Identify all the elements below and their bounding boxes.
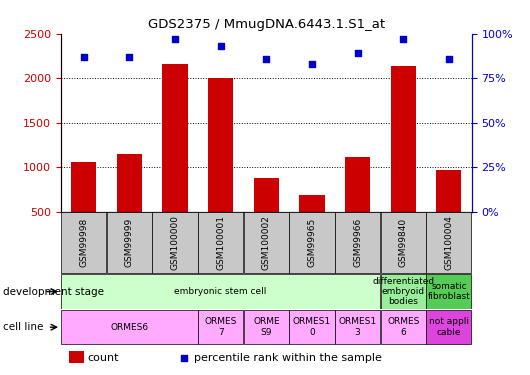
Bar: [69, 351, 84, 363]
Bar: [381, 310, 426, 344]
Point: [216, 43, 225, 49]
Text: GSM99840: GSM99840: [399, 218, 408, 267]
Point: [354, 50, 362, 56]
Text: percentile rank within the sample: percentile rank within the sample: [195, 353, 382, 363]
Text: ORMES
7: ORMES 7: [205, 318, 237, 337]
Text: not appli
cable: not appli cable: [429, 318, 469, 337]
Bar: [345, 157, 370, 212]
Bar: [289, 310, 334, 344]
Text: GSM100004: GSM100004: [444, 215, 453, 270]
Bar: [153, 213, 198, 273]
Text: development stage: development stage: [3, 286, 104, 297]
Text: GSM99966: GSM99966: [353, 218, 362, 267]
Point: [180, 355, 189, 361]
Bar: [381, 274, 426, 309]
Point: [308, 61, 316, 67]
Point: [399, 36, 408, 42]
Bar: [391, 66, 416, 212]
Bar: [426, 310, 472, 344]
Text: embryonic stem cell: embryonic stem cell: [174, 287, 267, 296]
Text: GSM100002: GSM100002: [262, 215, 271, 270]
Text: ORME
S9: ORME S9: [253, 318, 280, 337]
Bar: [381, 213, 426, 273]
Point: [171, 36, 179, 42]
Bar: [299, 195, 324, 212]
Text: ORMES1
3: ORMES1 3: [339, 318, 377, 337]
Bar: [61, 310, 198, 344]
Bar: [198, 310, 243, 344]
Text: somatic
fibroblast: somatic fibroblast: [428, 282, 470, 301]
Bar: [436, 170, 462, 212]
Text: count: count: [87, 353, 119, 363]
Text: differentiated
embryoid
bodies: differentiated embryoid bodies: [372, 277, 434, 306]
Bar: [426, 274, 472, 309]
Text: GSM99965: GSM99965: [307, 218, 316, 267]
Point: [445, 56, 453, 62]
Text: GSM99999: GSM99999: [125, 218, 134, 267]
Bar: [244, 213, 289, 273]
Bar: [107, 213, 152, 273]
Text: GSM100001: GSM100001: [216, 215, 225, 270]
Text: ORMES1
0: ORMES1 0: [293, 318, 331, 337]
Bar: [163, 64, 188, 212]
Point: [262, 56, 270, 62]
Point: [80, 54, 88, 60]
Text: GSM100000: GSM100000: [171, 215, 180, 270]
Bar: [61, 213, 107, 273]
Bar: [71, 162, 96, 212]
Text: ORMES6: ORMES6: [110, 322, 148, 332]
Text: GSM99998: GSM99998: [80, 218, 89, 267]
Bar: [335, 213, 380, 273]
Text: ORMES
6: ORMES 6: [387, 318, 419, 337]
Bar: [208, 78, 233, 212]
Bar: [198, 213, 243, 273]
Bar: [426, 213, 472, 273]
Bar: [335, 310, 380, 344]
Bar: [117, 154, 142, 212]
Text: cell line: cell line: [3, 322, 43, 332]
Bar: [61, 274, 380, 309]
Bar: [254, 178, 279, 212]
Title: GDS2375 / MmugDNA.6443.1.S1_at: GDS2375 / MmugDNA.6443.1.S1_at: [148, 18, 385, 31]
Bar: [244, 310, 289, 344]
Bar: [289, 213, 334, 273]
Point: [125, 54, 134, 60]
